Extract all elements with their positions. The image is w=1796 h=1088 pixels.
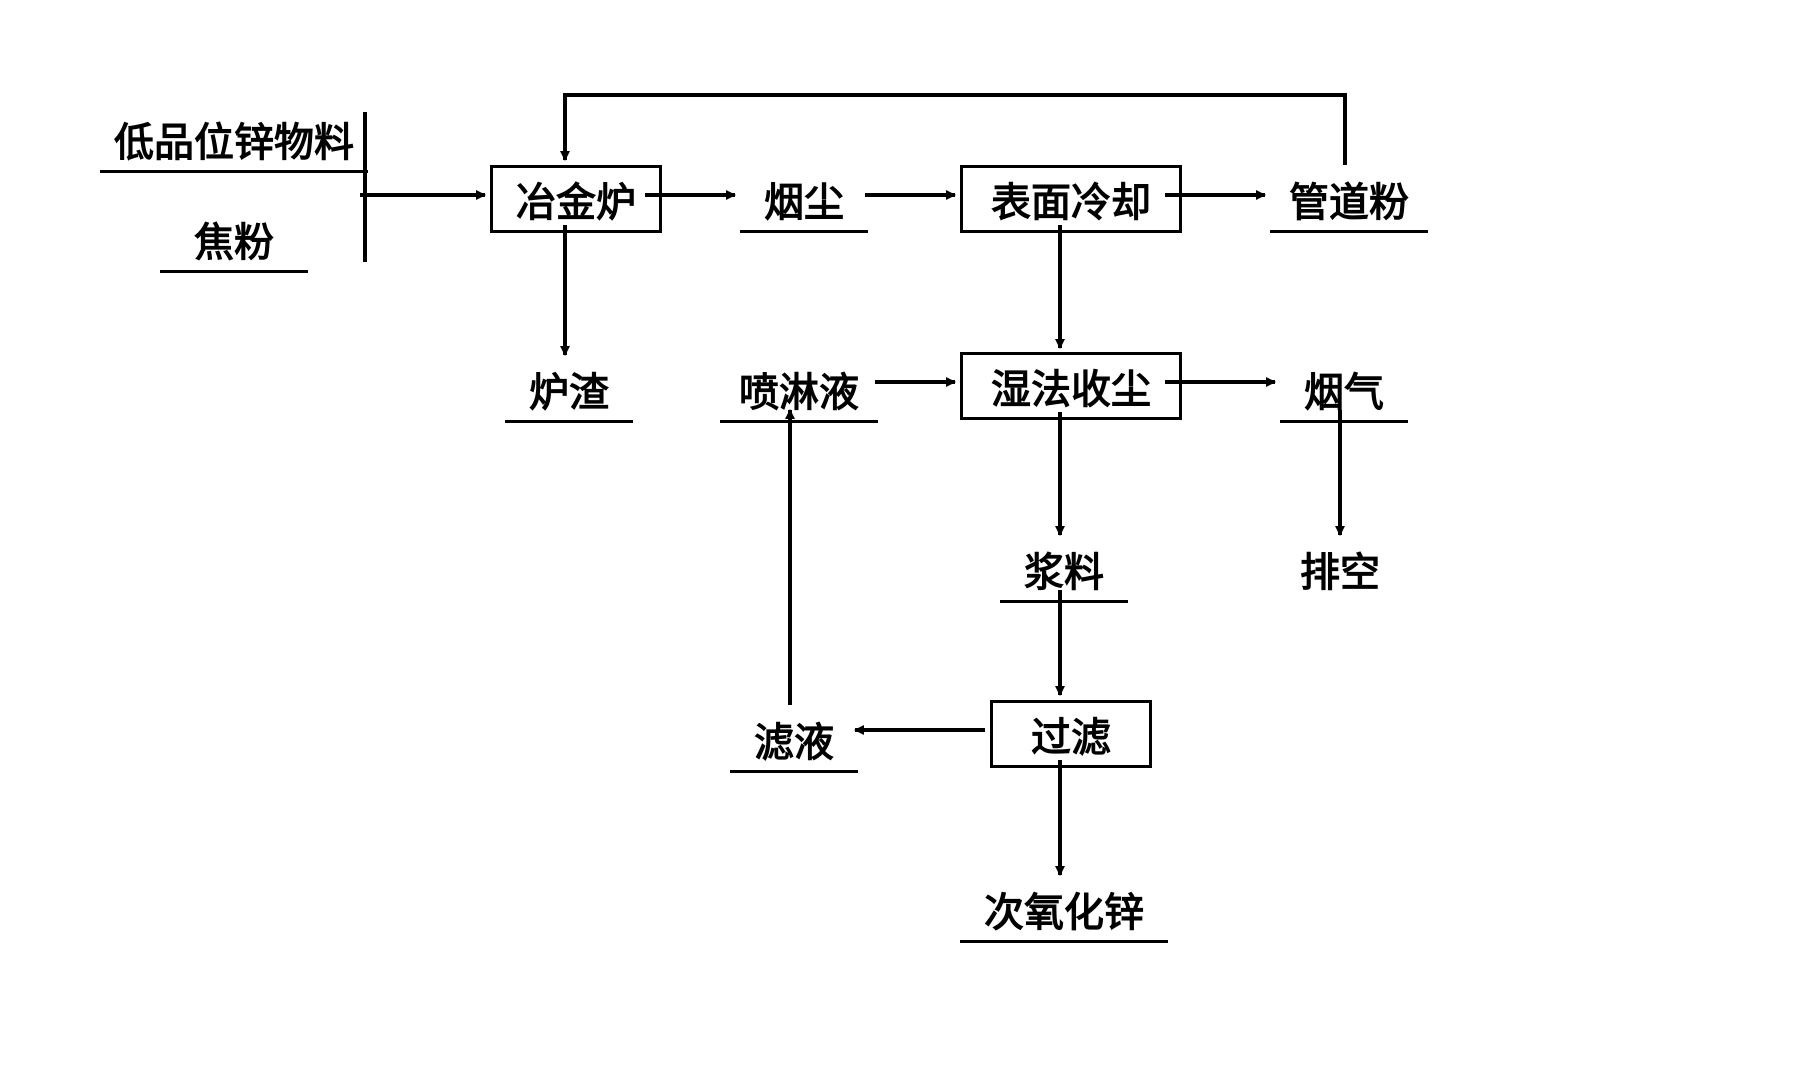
node-slag: 炉渣 (505, 360, 633, 423)
node-dust: 烟尘 (740, 170, 868, 233)
node-input2: 焦粉 (160, 210, 308, 273)
node-input1: 低品位锌物料 (100, 110, 368, 173)
node-wet_dust: 湿法收尘 (960, 352, 1182, 420)
node-spray: 喷淋液 (720, 360, 878, 423)
node-slurry: 浆料 (1000, 540, 1128, 603)
node-flue_gas: 烟气 (1280, 360, 1408, 423)
node-filter: 过滤 (990, 700, 1152, 768)
node-zno: 次氧化锌 (960, 880, 1168, 943)
edge-pipe_powder-furnace_top (565, 95, 1345, 165)
node-cooling: 表面冷却 (960, 165, 1182, 233)
node-filtrate: 滤液 (730, 710, 858, 773)
node-furnace: 冶金炉 (490, 165, 662, 233)
node-pipe_powder: 管道粉 (1270, 170, 1428, 233)
flowchart-canvas: 低品位锌物料焦粉 冶金炉 烟尘 表面冷却 管道粉炉渣 喷淋液 湿法收尘 烟气浆料 排空滤液 过滤次… (0, 0, 1796, 1088)
node-vent: 排空 (1280, 540, 1400, 598)
